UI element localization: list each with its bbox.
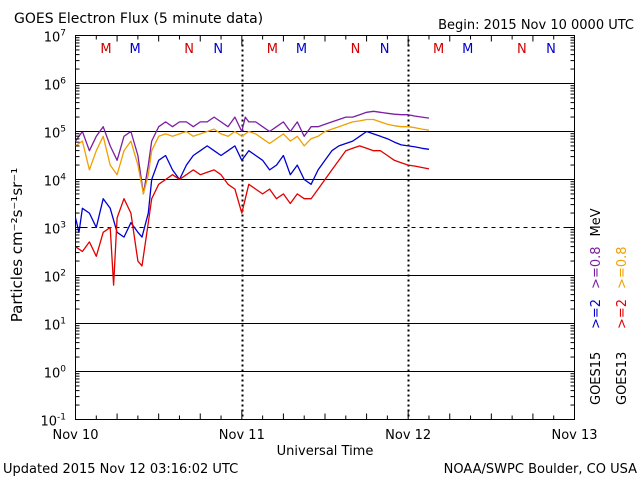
y-tick-label: 106	[44, 77, 67, 94]
source-label: NOAA/SWPC Boulder, CO USA	[444, 462, 637, 477]
legend-entries: >=2>=0.8MeV	[589, 208, 604, 329]
y-tick-label: 10-1	[40, 413, 66, 430]
series-line	[74, 130, 430, 238]
noon-midnight-marker: M	[433, 42, 444, 57]
noon-midnight-marker: M	[462, 42, 473, 57]
day-boundary-markers	[241, 39, 410, 420]
legend-row: GOES13 >=2>=0.8	[615, 246, 630, 405]
legend-entries: >=2>=0.8	[615, 246, 630, 329]
x-tick-label: Nov 11	[219, 428, 265, 443]
noon-midnight-marker: N	[380, 42, 390, 57]
noon-midnight-marker: N	[351, 42, 361, 57]
x-tick-label: Nov 12	[385, 428, 431, 443]
gridlines	[75, 83, 575, 372]
y-tick-label: 105	[44, 125, 66, 142]
y-tick-label: 102	[44, 269, 66, 286]
y-tick-label: 101	[44, 317, 66, 334]
noon-midnight-marker: M	[267, 42, 278, 57]
y-axis-label: Particles cm⁻²s⁻¹sr⁻¹	[8, 168, 26, 322]
noon-midnight-marker: M	[129, 42, 140, 57]
chart-title: GOES Electron Flux (5 minute data)	[14, 11, 263, 27]
y-tick-label: 107	[44, 29, 66, 46]
begin-label: Begin: 2015 Nov 10 0000 UTC	[438, 18, 634, 33]
legend: GOES15 >=2>=0.8MeV GOES13 >=2>=0.8	[589, 208, 630, 405]
series-line	[75, 145, 430, 286]
legend-satellite: GOES15	[589, 352, 604, 405]
y-tick-label: 103	[44, 221, 66, 238]
noon-midnight-marker: N	[517, 42, 527, 57]
y-tick-label: 100	[44, 365, 67, 382]
flux-series	[74, 110, 430, 286]
x-axis-label: Universal Time	[277, 444, 374, 459]
x-tick-label: Nov 13	[551, 428, 597, 443]
noon-midnight-marker: M	[100, 42, 111, 57]
noon-midnight-marker: N	[184, 42, 194, 57]
updated-label: Updated 2015 Nov 12 03:16:02 UTC	[3, 462, 238, 477]
legend-satellite: GOES13	[615, 352, 630, 405]
series-line	[74, 110, 430, 195]
x-axis-ticks: Nov 10 Nov 11 Nov 12 Nov 13	[52, 35, 598, 443]
noon-midnight-marker: N	[213, 42, 223, 57]
noon-midnight-marker: N	[546, 42, 556, 57]
noon-midnight-marker: M	[296, 42, 307, 57]
legend-row: GOES15 >=2>=0.8MeV	[589, 208, 604, 405]
series-line	[75, 118, 430, 195]
y-axis-ticks: 107 106 105 104 103 102 101 100 10-1	[40, 29, 575, 430]
x-tick-label: Nov 10	[52, 428, 98, 443]
y-tick-label: 104	[44, 173, 67, 190]
